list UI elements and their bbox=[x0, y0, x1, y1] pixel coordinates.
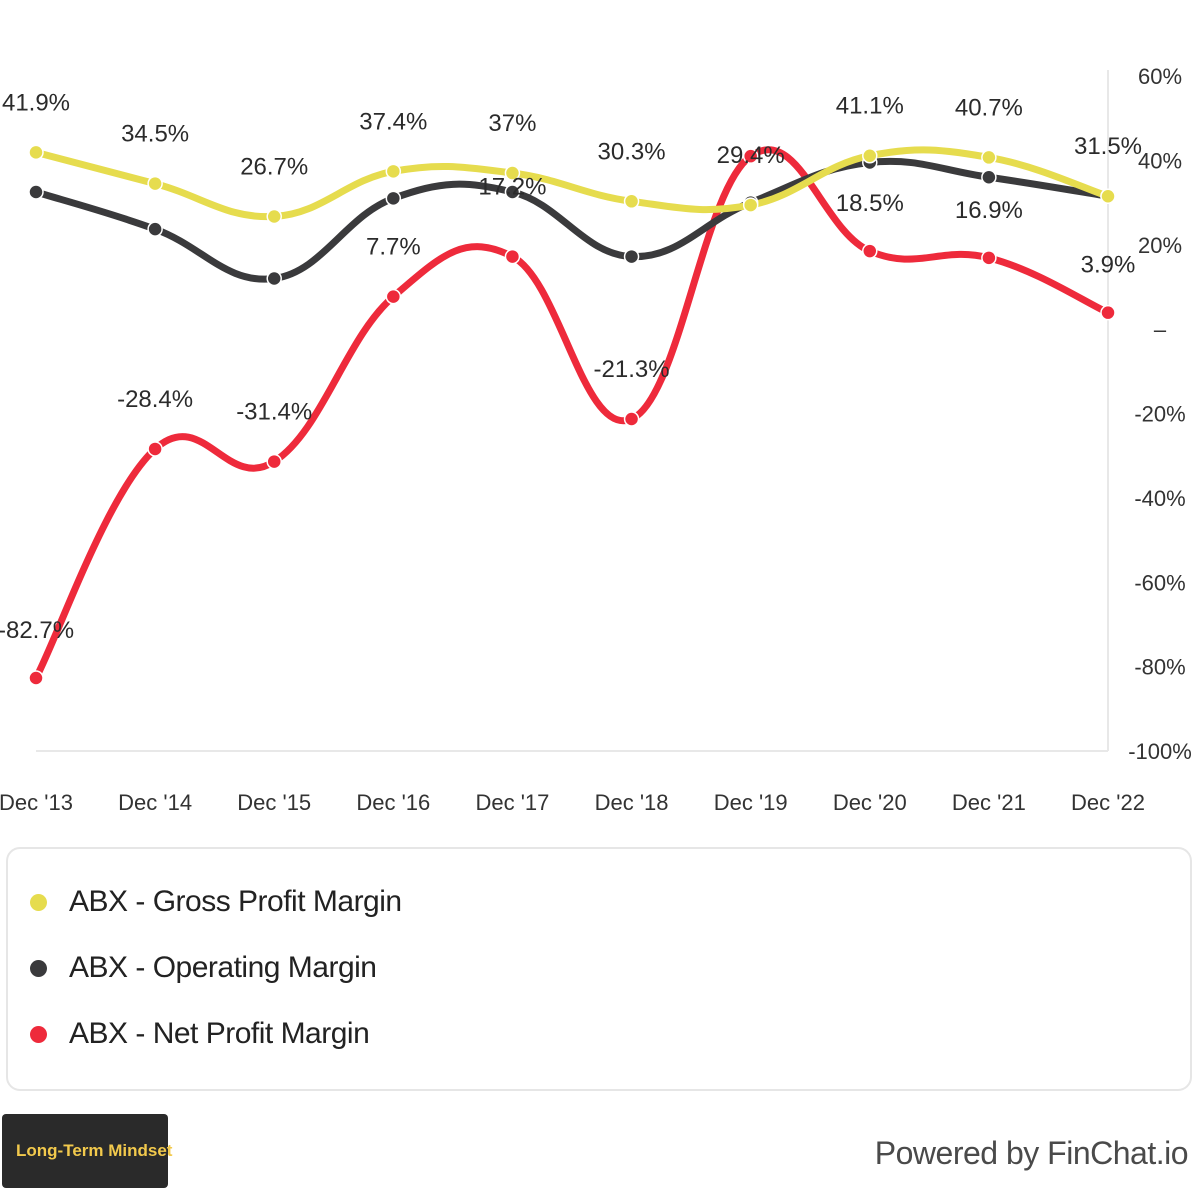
legend-dot-icon bbox=[30, 1025, 47, 1043]
data-label-net-profit-margin: 3.9% bbox=[1081, 252, 1136, 279]
data-label-net-profit-margin: 7.7% bbox=[366, 234, 421, 261]
data-point-operating-margin bbox=[623, 248, 640, 265]
data-label-gross-profit-margin: 41.9% bbox=[2, 89, 70, 116]
data-label-net-profit-margin: 18.5% bbox=[836, 190, 904, 217]
y-tick-label: -60% bbox=[1134, 570, 1185, 595]
data-label-gross-profit-margin: 30.3% bbox=[598, 138, 666, 165]
y-tick-label: -100% bbox=[1128, 739, 1192, 764]
data-label-gross-profit-margin: 41.1% bbox=[836, 93, 904, 120]
data-point-gross-profit-margin bbox=[623, 193, 640, 210]
data-point-operating-margin bbox=[981, 169, 997, 185]
data-point-net-profit-margin bbox=[28, 670, 44, 686]
data-point-operating-margin bbox=[266, 270, 282, 287]
y-tick-label: 60% bbox=[1138, 64, 1182, 89]
data-label-gross-profit-margin: 40.7% bbox=[955, 94, 1023, 121]
data-point-net-profit-margin bbox=[862, 243, 878, 259]
x-tick-label: Dec '17 bbox=[475, 790, 549, 815]
x-tick-label: Dec '18 bbox=[595, 790, 669, 815]
powered-by-finchat[interactable]: Powered by FinChat.io bbox=[874, 1135, 1189, 1171]
data-point-net-profit-margin bbox=[981, 250, 997, 266]
series-lines bbox=[32, 146, 1112, 682]
y-axis-ticks: 60% 40% 20% – -20% -40% -60% -80% -100% bbox=[1128, 64, 1192, 764]
data-label-gross-profit-margin: 29.4% bbox=[717, 142, 785, 169]
legend-item-gross-profit-margin[interactable]: ABX - Gross Profit Margin bbox=[30, 885, 402, 919]
long-term-mindset-badge[interactable]: Long-Term Mindset bbox=[2, 1114, 172, 1188]
x-tick-label: Dec '16 bbox=[356, 790, 430, 815]
data-label-net-profit-margin: -21.3% bbox=[594, 356, 670, 383]
data-label-gross-profit-margin: 37% bbox=[488, 110, 536, 137]
data-label-gross-profit-margin: 31.5% bbox=[1074, 133, 1142, 160]
data-label-gross-profit-margin: 37.4% bbox=[359, 108, 427, 135]
data-label-gross-profit-margin: 34.5% bbox=[121, 121, 189, 148]
chart-legend: ABX - Gross Profit Margin ABX - Operatin… bbox=[6, 847, 1192, 1091]
y-tick-label: 20% bbox=[1138, 233, 1182, 258]
data-label-net-profit-margin: 16.9% bbox=[955, 197, 1023, 224]
data-point-net-profit-margin bbox=[385, 288, 402, 305]
data-point-net-profit-margin bbox=[1100, 304, 1116, 321]
legend-label: ABX - Net Profit Margin bbox=[69, 1017, 370, 1050]
legend-item-net-profit-margin[interactable]: ABX - Net Profit Margin bbox=[30, 1017, 370, 1051]
margin-line-chart: 60%40%20%–-20%-40%-60%-80%-100% Dec '13 D… bbox=[0, 64, 1192, 815]
data-point-gross-profit-margin bbox=[28, 144, 44, 161]
x-tick-label: Dec '19 bbox=[714, 790, 788, 815]
data-point-gross-profit-margin bbox=[862, 147, 878, 164]
data-point-net-profit-margin bbox=[266, 453, 282, 470]
x-tick-label: Dec '20 bbox=[833, 790, 907, 815]
data-point-operating-margin bbox=[147, 221, 163, 237]
legend-label: ABX - Operating Margin bbox=[69, 951, 377, 984]
data-point-net-profit-margin bbox=[504, 248, 521, 265]
badge-label: Long-Term Mindset bbox=[16, 1141, 173, 1160]
x-tick-label: Dec '15 bbox=[237, 790, 311, 815]
data-labels: 41.9% 34.5% 26.7% 37.4% 37% 30.3% 29.4% 41.1% 40… bbox=[0, 89, 1142, 644]
data-point-gross-profit-margin bbox=[981, 149, 997, 166]
y-tick-label: – bbox=[1154, 317, 1167, 342]
data-point-operating-margin bbox=[28, 184, 44, 200]
data-point-gross-profit-margin bbox=[1100, 188, 1116, 204]
data-label-gross-profit-margin: 26.7% bbox=[240, 153, 308, 180]
series-line-net-profit-margin bbox=[32, 146, 1112, 682]
x-tick-label: Dec '22 bbox=[1071, 790, 1145, 815]
y-tick-label: 40% bbox=[1138, 148, 1182, 173]
series-line-operating-margin bbox=[32, 157, 1112, 283]
x-tick-label: Dec '21 bbox=[952, 790, 1026, 815]
data-label-net-profit-margin: 17.2% bbox=[478, 174, 546, 201]
y-tick-label: -20% bbox=[1134, 402, 1185, 427]
y-tick-label: -40% bbox=[1134, 486, 1185, 511]
data-point-gross-profit-margin bbox=[385, 163, 402, 180]
data-label-net-profit-margin: -28.4% bbox=[117, 386, 193, 413]
legend-label: ABX - Gross Profit Margin bbox=[69, 885, 402, 918]
data-point-gross-profit-margin bbox=[742, 197, 759, 213]
data-point-net-profit-margin bbox=[147, 441, 163, 457]
series-line-gross-profit-margin bbox=[32, 146, 1112, 221]
data-label-net-profit-margin: -31.4% bbox=[236, 399, 312, 426]
data-point-operating-margin bbox=[504, 184, 521, 200]
y-tick-label: -80% bbox=[1134, 655, 1185, 680]
legend-dot-icon bbox=[30, 893, 47, 911]
x-tick-label: Dec '13 bbox=[0, 790, 73, 815]
data-point-gross-profit-margin bbox=[147, 175, 163, 192]
data-point-gross-profit-margin bbox=[504, 165, 521, 181]
series-points bbox=[28, 144, 1116, 686]
data-point-net-profit-margin bbox=[623, 411, 640, 427]
data-point-gross-profit-margin bbox=[266, 208, 282, 225]
x-axis-ticks: Dec '13 Dec '14 Dec '15 Dec '16 Dec '17 Dec '… bbox=[0, 790, 1145, 815]
data-point-net-profit-margin bbox=[742, 148, 759, 164]
legend-item-operating-margin[interactable]: ABX - Operating Margin bbox=[30, 951, 377, 985]
data-point-operating-margin bbox=[385, 190, 402, 207]
x-tick-label: Dec '14 bbox=[118, 790, 192, 815]
legend-dot-icon bbox=[30, 959, 47, 977]
data-label-net-profit-margin: -82.7% bbox=[0, 617, 74, 644]
